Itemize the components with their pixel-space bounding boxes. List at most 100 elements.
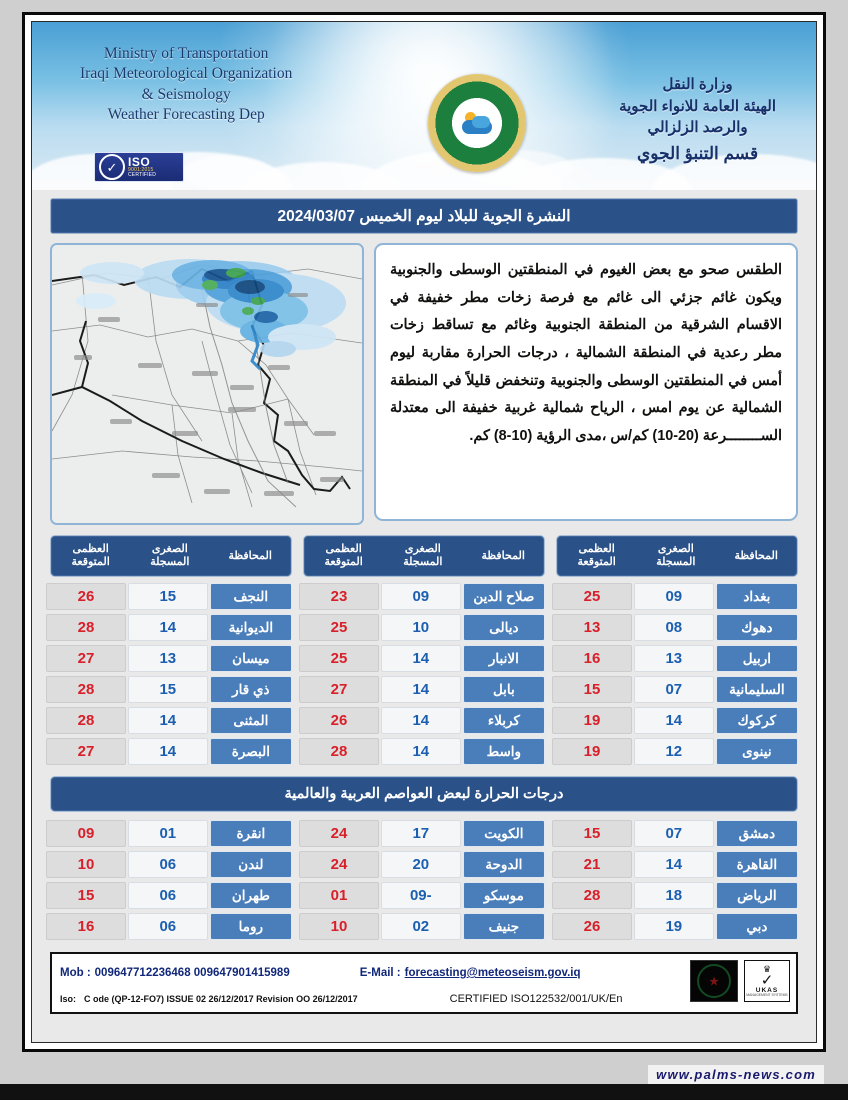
table-row: المثنى 14 28 bbox=[46, 707, 292, 734]
cell-max-temperature: 27 bbox=[46, 645, 126, 672]
cell-location-name: القاهرة bbox=[715, 851, 798, 878]
iso-label: Iso: bbox=[60, 994, 77, 1004]
bottom-bar bbox=[0, 1084, 848, 1100]
capitals-group-3: انقرة 01 09 لندن 06 10 طهران 06 15 روما 06 16 bbox=[46, 820, 292, 940]
certified-text: CERTIFIED ISO122532/001/UK/En bbox=[449, 993, 623, 1005]
sun-icon bbox=[465, 112, 476, 123]
cell-max-temperature: 13 bbox=[552, 614, 632, 641]
certification-seal-icon: ★ bbox=[690, 960, 738, 1002]
governorate-group-1: بغداد 09 25 دهوك 08 13 اربيل 13 16 السليمانية 07 15… bbox=[552, 583, 798, 765]
cell-min-temperature: 14 bbox=[127, 614, 208, 641]
cell-location-name: كركوك bbox=[715, 707, 798, 734]
capitals-table-body: انقرة 01 09 لندن 06 10 طهران 06 15 روما 06 16 الكوي… bbox=[46, 820, 798, 940]
table-row: جنيف 02 10 bbox=[299, 913, 545, 940]
cell-location-name: دبي bbox=[715, 913, 798, 940]
cell-max-temperature: 28 bbox=[46, 676, 126, 703]
table-row: انقرة 01 09 bbox=[46, 820, 292, 847]
table-row: دهوك 08 13 bbox=[552, 614, 798, 641]
check-icon: ✓ bbox=[99, 154, 125, 180]
cell-min-temperature: 02 bbox=[380, 913, 461, 940]
watermark: www.palms-news.com bbox=[648, 1065, 824, 1086]
header-governorate: المحافظة bbox=[734, 549, 778, 562]
table-row: كربلاء 14 26 bbox=[299, 707, 545, 734]
cell-location-name: بغداد bbox=[715, 583, 798, 610]
header-max-expected: العظمى المتوقعة bbox=[577, 543, 616, 568]
header-governorate: المحافظة bbox=[228, 549, 272, 562]
table-row: دبي 19 26 bbox=[552, 913, 798, 940]
table-row: دمشق 07 15 bbox=[552, 820, 798, 847]
email-link[interactable]: forecasting@meteoseism.gov.iq bbox=[404, 967, 581, 979]
table-row: الديوانية 14 28 bbox=[46, 614, 292, 641]
cell-max-temperature: 15 bbox=[552, 676, 632, 703]
header-max-expected: العظمى المتوقعة bbox=[71, 543, 110, 568]
cell-location-name: اربيل bbox=[715, 645, 798, 672]
table-row: بغداد 09 25 bbox=[552, 583, 798, 610]
ukas-name: UKAS bbox=[755, 986, 779, 994]
cell-min-temperature: 06 bbox=[127, 851, 208, 878]
arabic-organization-title: وزارة النقل الهيئة العامة للانواء الجوية… bbox=[619, 52, 776, 188]
cell-location-name: طهران bbox=[209, 882, 292, 909]
cell-min-temperature: 09 bbox=[633, 583, 714, 610]
cell-min-temperature: 14 bbox=[127, 738, 208, 765]
cell-min-temperature: 14 bbox=[380, 738, 461, 765]
cell-min-temperature: 13 bbox=[633, 645, 714, 672]
cell-location-name: واسط bbox=[462, 738, 545, 765]
cloud-highlight-icon bbox=[472, 116, 490, 128]
cell-min-temperature: 14 bbox=[380, 676, 461, 703]
header-min-recorded: الصغرى المسجلة bbox=[150, 543, 190, 568]
table-row: الكويت 17 24 bbox=[299, 820, 545, 847]
cell-min-temperature: 14 bbox=[127, 707, 208, 734]
governorate-group-3: النجف 15 26 الديوانية 14 28 ميسان 13 27 ذي قار 15 2… bbox=[46, 583, 292, 765]
cell-min-temperature: 20 bbox=[380, 851, 461, 878]
table-row: الدوحة 20 24 bbox=[299, 851, 545, 878]
iso-9001-badge: ✓ ISO 9001:2015 CERTIFIED bbox=[94, 152, 184, 182]
cell-max-temperature: 16 bbox=[46, 913, 126, 940]
table-row: البصرة 14 27 bbox=[46, 738, 292, 765]
iso-details: C ode (QP-12-FO7) ISSUE 02 26/12/2017 Re… bbox=[84, 994, 358, 1004]
table-row: الانبار 14 25 bbox=[299, 645, 545, 672]
map-graphic bbox=[52, 245, 362, 523]
table-row: طهران 06 15 bbox=[46, 882, 292, 909]
table-header-group-3: المحافظة الصغرى المسجلة العظمى المتوقعة bbox=[50, 535, 292, 577]
table-row: القاهرة 14 21 bbox=[552, 851, 798, 878]
cell-min-temperature: 06 bbox=[127, 913, 208, 940]
cell-min-temperature: 14 bbox=[633, 707, 714, 734]
crown-icon: ♛ bbox=[762, 963, 772, 974]
cell-min-temperature: 08 bbox=[633, 614, 714, 641]
cell-min-temperature: 15 bbox=[127, 676, 208, 703]
cell-location-name: كربلاء bbox=[462, 707, 545, 734]
cell-min-temperature: 01 bbox=[127, 820, 208, 847]
table-row: كركوك 14 19 bbox=[552, 707, 798, 734]
arabic-department: قسم التنبؤ الجوي bbox=[636, 144, 759, 163]
table-row: واسط 14 28 bbox=[299, 738, 545, 765]
cell-min-temperature: 19 bbox=[633, 913, 714, 940]
cell-min-temperature: 06 bbox=[127, 882, 208, 909]
iso-badge-name: ISO bbox=[128, 155, 151, 169]
iso-badge-standard: 9001:2015 bbox=[128, 167, 154, 173]
cell-max-temperature: 15 bbox=[552, 820, 632, 847]
cell-max-temperature: 24 bbox=[299, 851, 379, 878]
forecast-text: الطقس صحو مع بعض الغيوم في المنطقتين الو… bbox=[374, 243, 798, 521]
cell-max-temperature: 28 bbox=[299, 738, 379, 765]
governorate-table-body: النجف 15 26 الديوانية 14 28 ميسان 13 27 ذي قار 15 2… bbox=[46, 583, 798, 765]
organization-emblem-icon bbox=[428, 74, 526, 172]
cell-max-temperature: 26 bbox=[299, 707, 379, 734]
table-header-group-2: المحافظة الصغرى المسجلة العظمى المتوقعة bbox=[303, 535, 545, 577]
cell-location-name: انقرة bbox=[209, 820, 292, 847]
cell-min-temperature: 13 bbox=[127, 645, 208, 672]
table-row: ميسان 13 27 bbox=[46, 645, 292, 672]
cell-location-name: موسكو bbox=[462, 882, 545, 909]
header-banner: Ministry of Transportation Iraqi Meteoro… bbox=[32, 22, 816, 190]
cell-min-temperature: 14 bbox=[633, 851, 714, 878]
capitals-group-2: الكويت 17 24 الدوحة 20 24 موسكو -09 01 جنيف 02 10 bbox=[299, 820, 545, 940]
cell-max-temperature: 09 bbox=[46, 820, 126, 847]
cell-min-temperature: -09 bbox=[380, 882, 461, 909]
capitals-group-1: دمشق 07 15 القاهرة 14 21 الرياض 18 28 دبي 19 26 bbox=[552, 820, 798, 940]
iso-badge-certified: CERTIFIED bbox=[128, 172, 157, 178]
english-organization-title: Ministry of Transportation Iraqi Meteoro… bbox=[80, 45, 293, 124]
cell-max-temperature: 28 bbox=[46, 707, 126, 734]
table-row: السليمانية 07 15 bbox=[552, 676, 798, 703]
capitals-section-title: درجات الحرارة لبعض العواصم العربية والعا… bbox=[50, 776, 798, 812]
cell-min-temperature: 15 bbox=[127, 583, 208, 610]
